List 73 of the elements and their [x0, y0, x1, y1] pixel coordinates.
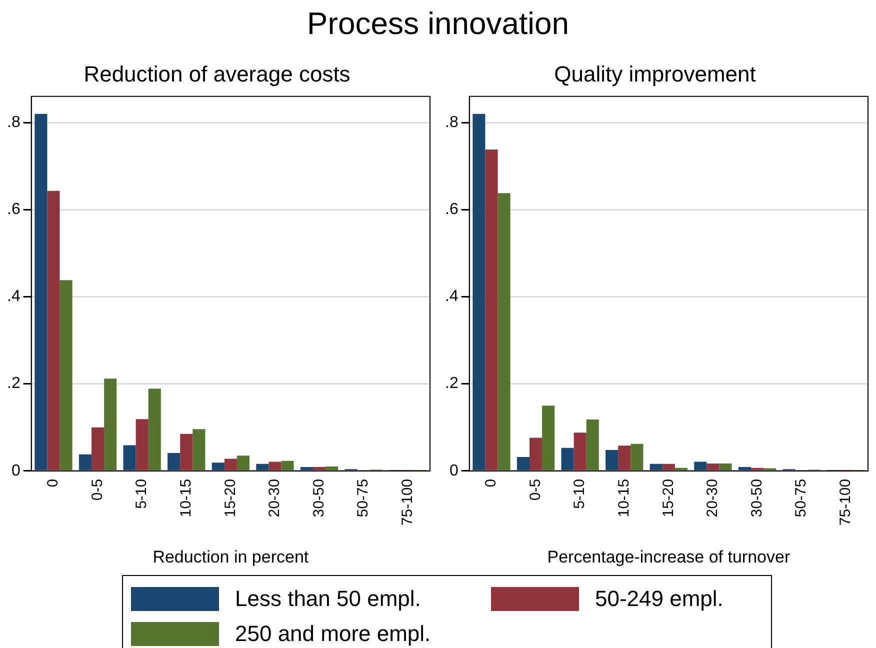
y-tick-label: .6: [445, 201, 458, 218]
bar: [148, 388, 161, 470]
x-axis-title: Percentage-increase of turnover: [547, 547, 790, 566]
x-tick-label: 0: [44, 478, 62, 488]
bar: [606, 450, 618, 470]
bar: [236, 456, 250, 470]
bar: [34, 114, 48, 470]
y-tick-label: .2: [445, 375, 458, 392]
y-tick-label: .4: [445, 288, 458, 306]
x-tick-label: 0: [482, 478, 500, 488]
bar: [268, 462, 282, 470]
y-tick-label: .2: [7, 375, 20, 392]
bar: [586, 420, 599, 470]
bar: [618, 446, 631, 470]
bar: [662, 464, 675, 470]
y-tick-label: .8: [7, 114, 20, 131]
bar: [561, 448, 574, 470]
x-axis-title: Reduction in percent: [152, 547, 309, 566]
bar: [136, 419, 148, 470]
bar: [650, 464, 662, 470]
x-tick-label: 15-20: [660, 478, 677, 518]
y-tick-label: .4: [7, 288, 20, 306]
x-tick-label: 50-75: [354, 478, 372, 518]
bar: [78, 454, 92, 470]
bar: [60, 280, 72, 470]
x-tick-label: 75-100: [398, 478, 416, 526]
bar: [706, 463, 720, 470]
bar: [485, 150, 498, 470]
bar: [738, 466, 751, 470]
bar: [694, 462, 707, 470]
bar: [542, 406, 555, 470]
x-tick-label: 10-15: [178, 478, 195, 518]
x-tick-label: 5-10: [133, 478, 150, 509]
bar: [516, 456, 530, 470]
bar: [92, 427, 104, 470]
x-tick-label: 0-5: [526, 478, 544, 501]
bar: [168, 453, 180, 470]
bar: [312, 466, 326, 470]
bar: [326, 466, 338, 470]
legend-label: Less than 50 empl.: [235, 586, 421, 612]
x-tick-label: 20-30: [704, 478, 722, 518]
x-tick-label: 5-10: [571, 478, 588, 509]
bar: [104, 378, 117, 470]
bar: [472, 114, 486, 470]
bar: [574, 432, 586, 470]
x-tick-label: 75-100: [836, 478, 854, 526]
bar: [212, 462, 224, 470]
chart-title: Quality improvement: [554, 61, 756, 86]
x-tick-label: 30-50: [748, 478, 766, 518]
legend-label: 50-249 empl.: [595, 586, 724, 612]
bar: [630, 444, 644, 470]
y-tick-label: .8: [445, 114, 458, 131]
bar: [192, 429, 206, 470]
x-tick-label: 10-15: [616, 478, 633, 518]
x-tick-label: 0-5: [88, 478, 106, 501]
x-tick-label: 30-50: [310, 478, 328, 518]
bar: [180, 434, 193, 470]
bar: [47, 190, 60, 470]
bar: [719, 463, 732, 470]
bar: [224, 458, 237, 470]
bar: [530, 438, 542, 470]
y-tick-label: .6: [7, 201, 20, 218]
x-tick-label: 50-75: [792, 478, 810, 518]
bar: [300, 466, 313, 470]
x-tick-label: 15-20: [222, 478, 239, 518]
legend-label: 250 and more empl.: [235, 621, 431, 647]
chart-title: Process innovation: [306, 6, 570, 42]
chart-subtitle: Reduction of average costs: [84, 61, 350, 86]
x-tick-label: 20-30: [266, 478, 284, 518]
bar: [281, 460, 294, 470]
bar: [256, 464, 269, 470]
bar: [123, 445, 136, 470]
bar: [498, 193, 510, 470]
